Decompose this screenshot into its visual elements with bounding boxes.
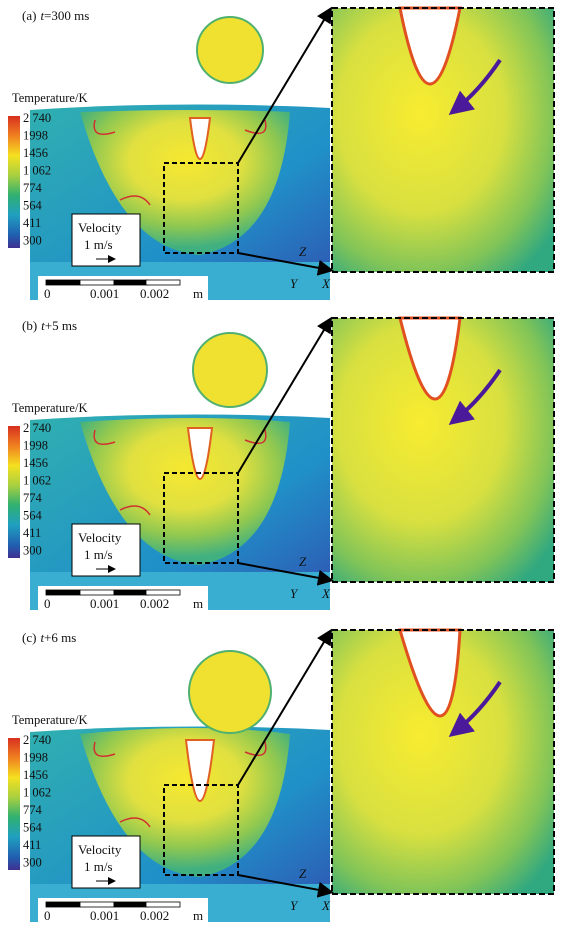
colorbar-title: Temperature/K bbox=[12, 401, 87, 415]
axis-z: Z bbox=[299, 244, 307, 259]
colorbar-tick: 411 bbox=[23, 526, 41, 540]
colorbar-tick: 774 bbox=[23, 181, 43, 195]
panel-tag: (b) bbox=[22, 318, 37, 333]
velocity-scale: 1 m/s bbox=[84, 859, 113, 874]
scalebar-segment bbox=[114, 590, 148, 595]
axis-x: X bbox=[321, 898, 331, 913]
colorbar-tick: 1456 bbox=[23, 768, 48, 782]
panel-label: (c)t+6 ms bbox=[22, 630, 76, 645]
scalebar-segment bbox=[146, 902, 180, 907]
scalebar-label: 0.002 bbox=[140, 286, 169, 301]
panel-time: =300 ms bbox=[44, 8, 89, 23]
panel: (c)t+6 ms Temperature/K 2 740 1998 1456 1 062… bbox=[8, 630, 554, 924]
colorbar-tick: 564 bbox=[23, 821, 43, 835]
droplet bbox=[197, 17, 263, 83]
scalebar-segment bbox=[80, 902, 114, 907]
scalebar-label: 0.002 bbox=[140, 596, 169, 611]
scalebar-segment bbox=[46, 280, 80, 285]
scalebar-segment bbox=[114, 280, 148, 285]
scalebar-label: 0.001 bbox=[90, 908, 119, 923]
axis-z: Z bbox=[299, 554, 307, 569]
colorbar-bar bbox=[8, 738, 20, 870]
scalebar-segment bbox=[46, 902, 80, 907]
colorbar-tick: 411 bbox=[23, 838, 41, 852]
colorbar-tick: 1 062 bbox=[23, 164, 51, 178]
scalebar-label: 0.001 bbox=[90, 596, 119, 611]
panel-label: (b)t+5 ms bbox=[22, 318, 77, 333]
scalebar-label: 0 bbox=[44, 286, 51, 301]
colorbar-tick: 300 bbox=[23, 544, 42, 558]
scalebar-label: 0 bbox=[44, 908, 51, 923]
scalebar-segment bbox=[146, 590, 180, 595]
colorbar-tick: 774 bbox=[23, 491, 43, 505]
panel-tag: (c) bbox=[22, 630, 36, 645]
panel: (a)t=300 ms Temperature/K 2 740 1998 1456 1 0… bbox=[8, 8, 554, 302]
scalebar-segment bbox=[80, 590, 114, 595]
colorbar-tick: 300 bbox=[23, 234, 42, 248]
scalebar-label: 0 bbox=[44, 596, 51, 611]
colorbar-tick: 774 bbox=[23, 803, 43, 817]
droplet bbox=[189, 651, 271, 733]
colorbar-tick: 564 bbox=[23, 509, 43, 523]
colorbar-tick: 1998 bbox=[23, 439, 48, 453]
velocity-scale: 1 m/s bbox=[84, 237, 113, 252]
velocity-scale: 1 m/s bbox=[84, 547, 113, 562]
velocity-title: Velocity bbox=[78, 530, 122, 545]
axis-x: X bbox=[321, 276, 331, 291]
colorbar-tick: 1456 bbox=[23, 146, 48, 160]
panel-tag: (a) bbox=[22, 8, 36, 23]
colorbar-tick: 1 062 bbox=[23, 474, 51, 488]
colorbar-title: Temperature/K bbox=[12, 91, 87, 105]
colorbar-tick: 1 062 bbox=[23, 786, 51, 800]
colorbar-tick: 2 740 bbox=[23, 111, 51, 125]
colorbar-tick: 564 bbox=[23, 199, 43, 213]
velocity-title: Velocity bbox=[78, 220, 122, 235]
scalebar-unit: m bbox=[193, 596, 203, 611]
axis-z: Z bbox=[299, 866, 307, 881]
scalebar-segment bbox=[80, 280, 114, 285]
colorbar-tick: 411 bbox=[23, 216, 41, 230]
colorbar-tick: 300 bbox=[23, 856, 42, 870]
colorbar-bar bbox=[8, 426, 20, 558]
scalebar-segment bbox=[114, 902, 148, 907]
scalebar-unit: m bbox=[193, 908, 203, 923]
scalebar-segment bbox=[146, 280, 180, 285]
droplet bbox=[193, 333, 267, 407]
scalebar-segment bbox=[46, 590, 80, 595]
colorbar-title: Temperature/K bbox=[12, 713, 87, 727]
panel: (b)t+5 ms Temperature/K 2 740 1998 1456 1 062… bbox=[8, 318, 554, 612]
colorbar-tick: 1456 bbox=[23, 456, 48, 470]
colorbar-tick: 1998 bbox=[23, 129, 48, 143]
colorbar-tick: 1998 bbox=[23, 751, 48, 765]
colorbar-tick: 2 740 bbox=[23, 421, 51, 435]
axis-x: X bbox=[321, 586, 331, 601]
scalebar-label: 0.002 bbox=[140, 908, 169, 923]
colorbar-tick: 2 740 bbox=[23, 733, 51, 747]
panel-label: (a)t=300 ms bbox=[22, 8, 89, 23]
colorbar-bar bbox=[8, 116, 20, 248]
panel-time: +5 ms bbox=[45, 318, 77, 333]
figure: (a)t=300 ms Temperature/K 2 740 1998 1456 1 0… bbox=[0, 0, 562, 929]
velocity-title: Velocity bbox=[78, 842, 122, 857]
scalebar-unit: m bbox=[193, 286, 203, 301]
panel-time: +6 ms bbox=[44, 630, 76, 645]
scalebar-label: 0.001 bbox=[90, 286, 119, 301]
